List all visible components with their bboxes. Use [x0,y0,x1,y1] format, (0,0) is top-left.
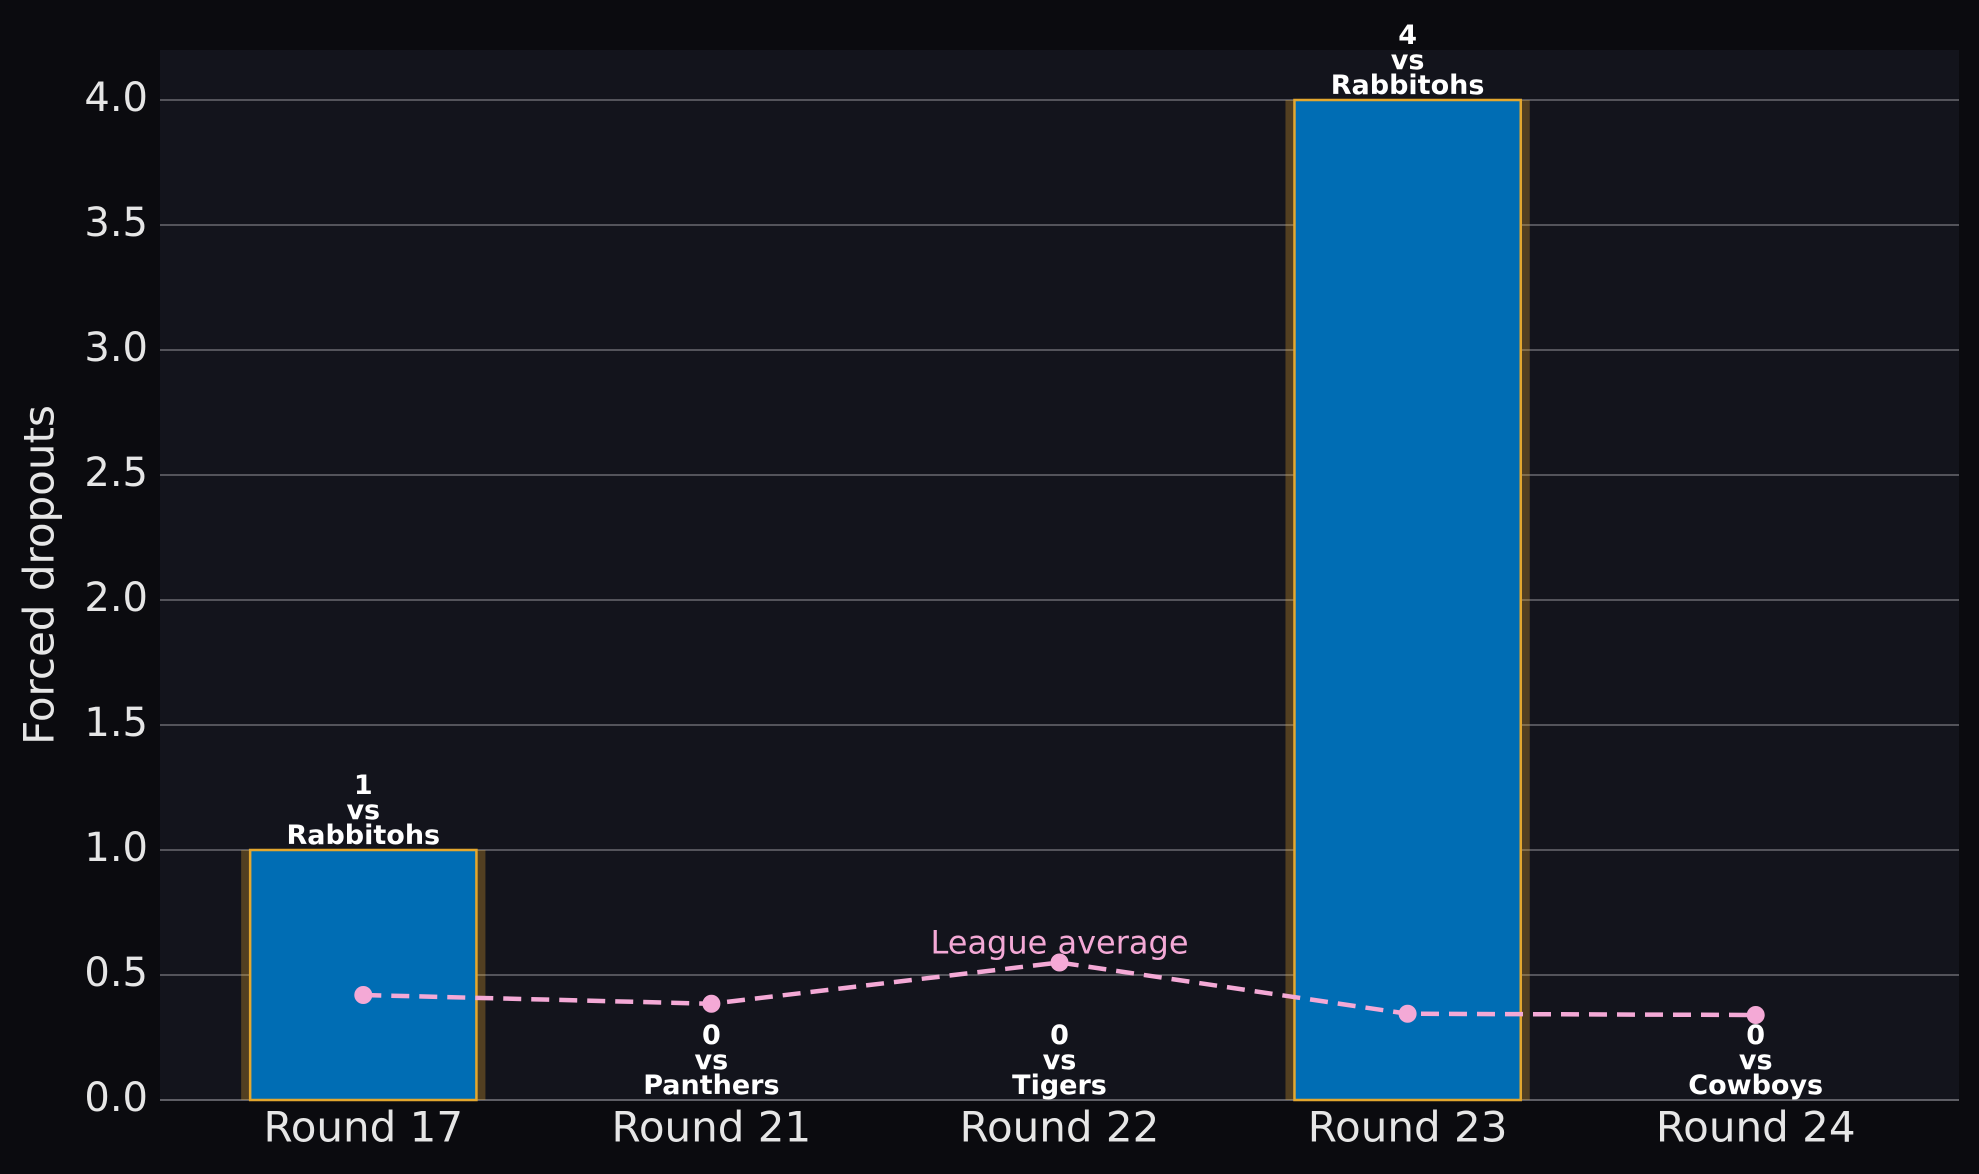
value-label: 1 vs Rabbitohs [286,770,441,851]
value-label: 0 vs Cowboys [1688,1020,1824,1101]
value-number: 0 [1746,1020,1766,1051]
opponent-label: vs Tigers [1012,1045,1107,1101]
value-number: 0 [701,1020,721,1051]
bar [248,848,478,1102]
y-tick-label: 3.0 [84,325,148,371]
average-point [1050,953,1069,972]
value-label: 0 vs Tigers [1012,1020,1107,1101]
average-point [354,986,373,1004]
x-tick-label: Round 17 [263,1103,463,1152]
y-tick-label: 2.0 [84,575,148,621]
y-tick-label: 4.0 [84,75,148,121]
average-annotation: League average [930,924,1188,962]
y-tick-label: 1.5 [84,700,148,746]
y-tick-label: 0.0 [84,1075,148,1121]
y-tick-label: 1.0 [84,825,148,871]
value-number: 0 [1050,1020,1069,1051]
bar [1293,98,1522,1102]
x-tick-label: Round 24 [1656,1103,1856,1152]
x-tick-label: Round 23 [1308,1103,1508,1152]
average-line [363,960,1756,1018]
average-point [702,994,721,1013]
x-tick-label: Round 22 [960,1103,1160,1152]
opponent-label: vs Panthers [643,1045,780,1101]
y-axis-label: Forced dropouts [15,405,64,745]
average-point [1398,1004,1417,1023]
y-tick-label: 3.5 [84,200,148,246]
opponent-label: vs Rabbitohs [286,795,441,851]
value-label: 4 vs Rabbitohs [1330,20,1485,101]
y-tick-label: 0.5 [84,950,148,996]
opponent-label: vs Cowboys [1688,1045,1824,1101]
value-number: 1 [353,770,373,801]
value-number: 4 [1398,20,1417,51]
average-point [1746,1006,1765,1024]
opponent-label: vs Rabbitohs [1330,45,1485,101]
y-tick-label: 2.5 [84,450,148,496]
value-label: 0 vs Panthers [643,1020,780,1101]
x-tick-label: Round 21 [612,1103,812,1152]
